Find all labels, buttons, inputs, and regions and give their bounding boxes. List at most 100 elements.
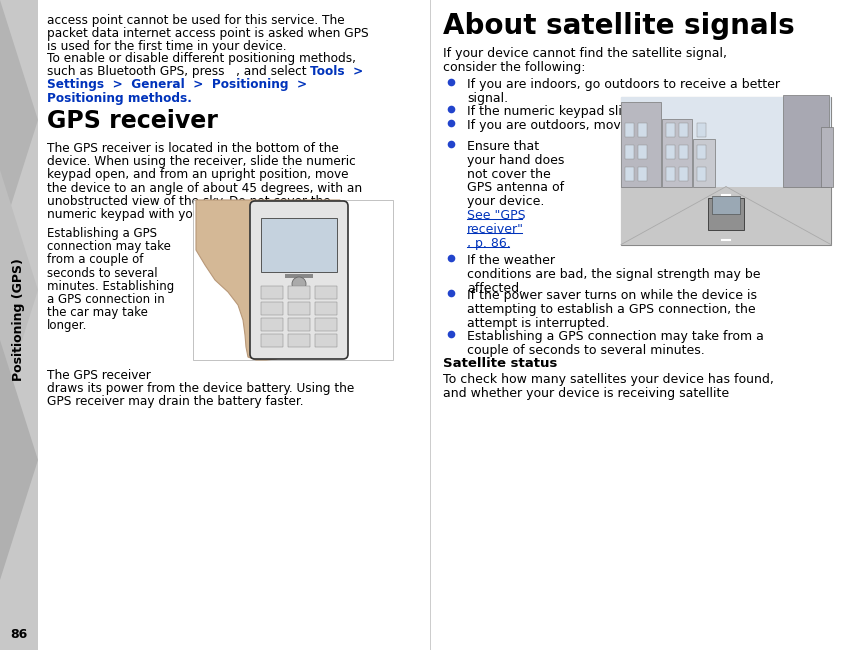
Bar [693, 138, 715, 187]
Bar [621, 101, 661, 187]
Bar [288, 318, 310, 331]
Polygon shape [0, 170, 38, 410]
Text: If you are indoors, go outdoors to receive a better: If you are indoors, go outdoors to recei… [467, 78, 780, 91]
Bar [621, 187, 831, 244]
Bar [697, 144, 706, 159]
Text: About satellite signals: About satellite signals [443, 12, 795, 40]
Bar [697, 166, 706, 181]
Bar [679, 166, 688, 181]
Text: To enable or disable different positioning methods,: To enable or disable different positioni… [47, 52, 356, 65]
Text: Establishing a GPS connection may take from a: Establishing a GPS connection may take f… [467, 330, 764, 343]
Text: The GPS receiver: The GPS receiver [47, 369, 150, 382]
Bar [0, 0, 38, 650]
Text: numeric keypad with your hand.: numeric keypad with your hand. [47, 208, 244, 221]
Text: affected.: affected. [467, 281, 523, 294]
Polygon shape [0, 0, 38, 240]
Text: To check how many satellites your device has found,: To check how many satellites your device… [443, 373, 774, 386]
Bar [288, 334, 310, 347]
Text: If the numeric keypad slide is closed, open it.: If the numeric keypad slide is closed, o… [467, 105, 752, 118]
Text: such as Bluetooth GPS, press   , and select: such as Bluetooth GPS, press , and selec… [47, 65, 310, 78]
Polygon shape [0, 340, 38, 580]
Bar [625, 123, 634, 136]
Bar [261, 318, 283, 331]
Text: Positioning (GPS): Positioning (GPS) [13, 259, 26, 382]
Text: If your device cannot find the satellite signal,: If your device cannot find the satellite… [443, 47, 727, 60]
Bar [679, 123, 688, 136]
Bar [261, 334, 283, 347]
Text: couple of seconds to several minutes.: couple of seconds to several minutes. [467, 344, 704, 357]
Text: not cover the: not cover the [467, 168, 550, 181]
Text: Settings  >  General  >  Positioning  >: Settings > General > Positioning > [47, 79, 307, 92]
Bar [315, 286, 337, 299]
Text: conditions are bad, the signal strength may be: conditions are bad, the signal strength … [467, 268, 760, 281]
Bar [625, 144, 634, 159]
Text: Positioning methods.: Positioning methods. [47, 92, 192, 105]
Bar [821, 127, 833, 187]
Text: minutes. Establishing: minutes. Establishing [47, 280, 175, 292]
Text: longer.: longer. [47, 319, 88, 332]
Bar [288, 286, 310, 299]
Text: See "GPS: See "GPS [467, 209, 525, 222]
Text: GPS receiver may drain the battery faster.: GPS receiver may drain the battery faste… [47, 395, 304, 408]
Bar [285, 274, 313, 278]
Bar [666, 123, 675, 136]
Bar [783, 95, 829, 187]
Text: attempt is interrupted.: attempt is interrupted. [467, 317, 610, 330]
Bar [712, 196, 740, 214]
Bar [662, 118, 692, 187]
Bar [315, 334, 337, 347]
Text: your hand does: your hand does [467, 154, 564, 167]
Text: The GPS receiver is located in the bottom of the: The GPS receiver is located in the botto… [47, 142, 339, 155]
Text: receiver": receiver" [467, 223, 524, 236]
Text: the device to an angle of about 45 degrees, with an: the device to an angle of about 45 degre… [47, 181, 362, 194]
Bar [193, 200, 393, 360]
Text: your device.: your device. [467, 195, 544, 208]
Text: device. When using the receiver, slide the numeric: device. When using the receiver, slide t… [47, 155, 356, 168]
Bar [638, 166, 647, 181]
Bar [708, 198, 744, 229]
Text: consider the following:: consider the following: [443, 62, 586, 75]
Text: seconds to several: seconds to several [47, 266, 157, 280]
Bar [288, 302, 310, 315]
Bar [261, 286, 283, 299]
Text: attempting to establish a GPS connection, the: attempting to establish a GPS connection… [467, 303, 756, 316]
FancyBboxPatch shape [250, 201, 348, 359]
Bar [638, 144, 647, 159]
Text: If you are outdoors, move to a more open space.: If you are outdoors, move to a more open… [467, 119, 773, 132]
Text: and whether your device is receiving satellite: and whether your device is receiving sat… [443, 387, 729, 400]
Bar [666, 166, 675, 181]
Text: packet data internet access point is asked when GPS: packet data internet access point is ask… [47, 27, 369, 40]
Bar [315, 318, 337, 331]
Bar [666, 144, 675, 159]
Text: , p. 86.: , p. 86. [467, 237, 511, 250]
Bar [315, 302, 337, 315]
Bar [679, 144, 688, 159]
Bar [621, 97, 831, 187]
Text: Establishing a GPS: Establishing a GPS [47, 227, 157, 240]
Polygon shape [196, 200, 340, 360]
Circle shape [292, 277, 306, 291]
Text: is used for the first time in your device.: is used for the first time in your devic… [47, 40, 286, 53]
Text: access point cannot be used for this service. The: access point cannot be used for this ser… [47, 14, 345, 27]
Text: a GPS connection in: a GPS connection in [47, 293, 165, 306]
Text: Satellite status: Satellite status [443, 357, 557, 370]
Text: the car may take: the car may take [47, 306, 148, 319]
Text: draws its power from the device battery. Using the: draws its power from the device battery.… [47, 382, 354, 395]
Bar [625, 166, 634, 181]
Text: GPS receiver: GPS receiver [47, 109, 218, 133]
Bar [261, 218, 337, 272]
Bar [261, 302, 283, 315]
Text: signal.: signal. [467, 92, 508, 105]
Text: from a couple of: from a couple of [47, 254, 144, 266]
Text: unobstructed view of the sky. Do not cover the: unobstructed view of the sky. Do not cov… [47, 195, 330, 208]
Bar [621, 97, 831, 244]
Text: 86: 86 [10, 627, 28, 640]
Text: Ensure that: Ensure that [467, 140, 539, 153]
Text: If the power saver turns on while the device is: If the power saver turns on while the de… [467, 289, 757, 302]
Bar [697, 123, 706, 136]
Text: keypad open, and from an upright position, move: keypad open, and from an upright positio… [47, 168, 348, 181]
Text: If the weather: If the weather [467, 254, 555, 267]
Bar [638, 123, 647, 136]
Text: Tools  >: Tools > [310, 65, 363, 78]
Text: connection may take: connection may take [47, 240, 171, 254]
